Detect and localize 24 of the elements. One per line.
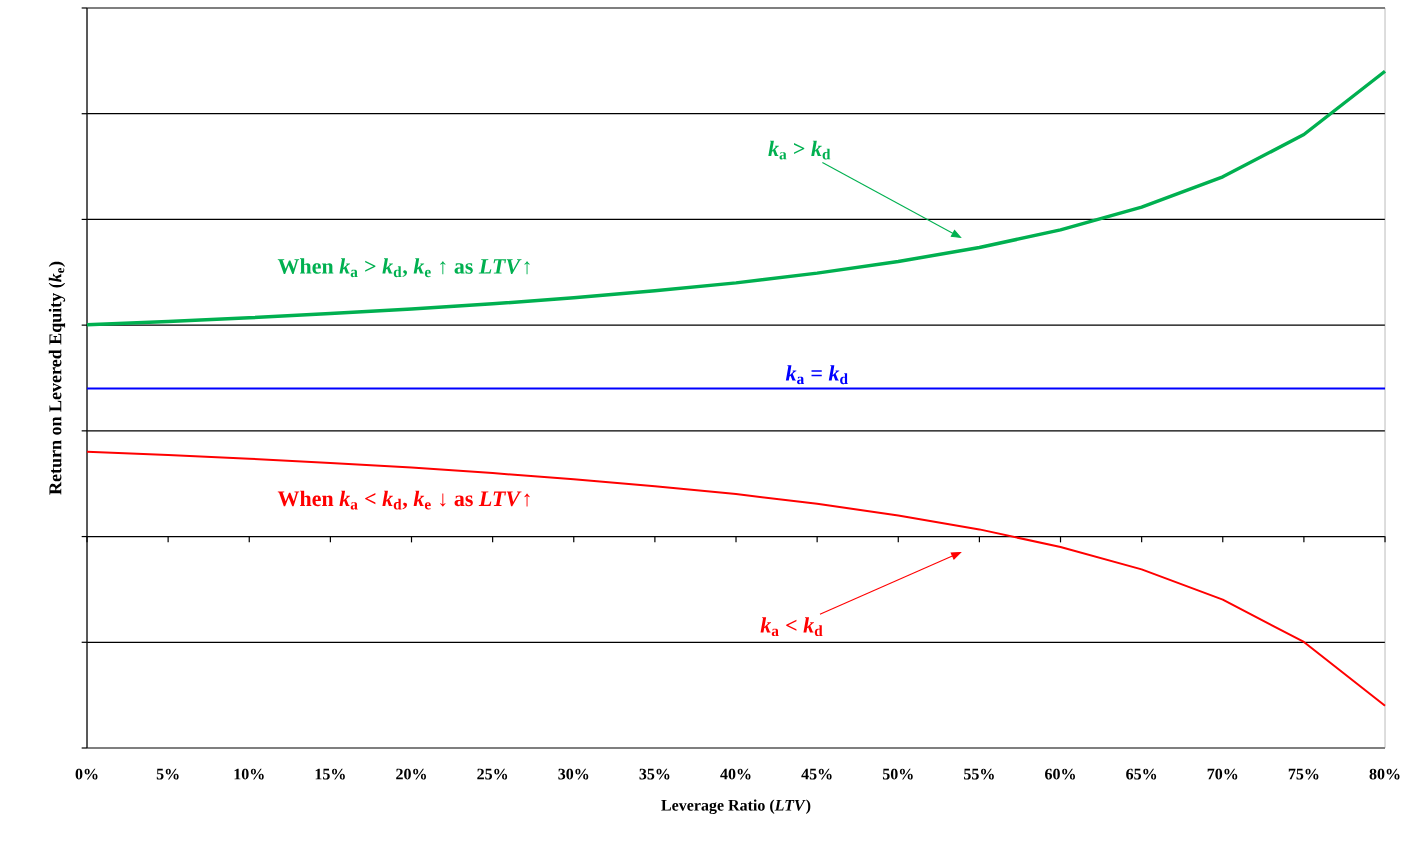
x-tick-label: 45% [801, 768, 832, 780]
x-tick-label: 10% [234, 768, 264, 780]
x-tick-label: 55% [964, 768, 994, 780]
annotation: k$_{a}$ > k$_{d}$ [768, 140, 831, 160]
x-tick-label: 75% [1288, 768, 1319, 780]
x-tick-label: 70% [1207, 768, 1238, 780]
x-tick-label: 30% [558, 768, 589, 780]
x-tick-label: 35% [639, 768, 670, 780]
y-axis-title: Return on Levered Equity (k$_{e}$) [48, 261, 66, 495]
text: When k$_{a}$ < k$_{d}$, k$_{e}$ ↓ as LTV↑ [277, 490, 530, 510]
x-tick-label: 15% [315, 768, 345, 780]
x-axis-title: Leverage Ratio (LTV) [661, 799, 811, 815]
x-tick-label: 0% [75, 768, 98, 780]
x-tick-label: 20% [396, 768, 426, 780]
x-tick-label: 25% [477, 768, 508, 780]
x-tick-label: 80% [1369, 768, 1400, 780]
x-tick-label: 60% [1045, 768, 1076, 780]
x-tick-label: 5% [156, 768, 179, 780]
x-tick-label: 65% [1126, 768, 1157, 780]
text: When k$_{a}$ > k$_{d}$, k$_{e}$ ↑ as LTV↑ [277, 258, 530, 278]
x-tick-label: 50% [882, 768, 913, 780]
x-tick-label: 40% [720, 768, 751, 780]
annotation: k$_{a}$ < k$_{d}$ [760, 617, 823, 637]
annotation: k$_{a}$ = k$_{d}$ [785, 365, 848, 385]
